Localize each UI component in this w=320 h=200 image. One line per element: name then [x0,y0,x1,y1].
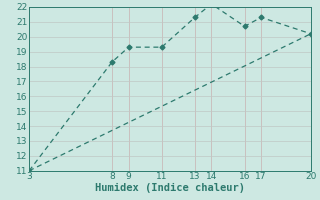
X-axis label: Humidex (Indice chaleur): Humidex (Indice chaleur) [95,182,245,193]
